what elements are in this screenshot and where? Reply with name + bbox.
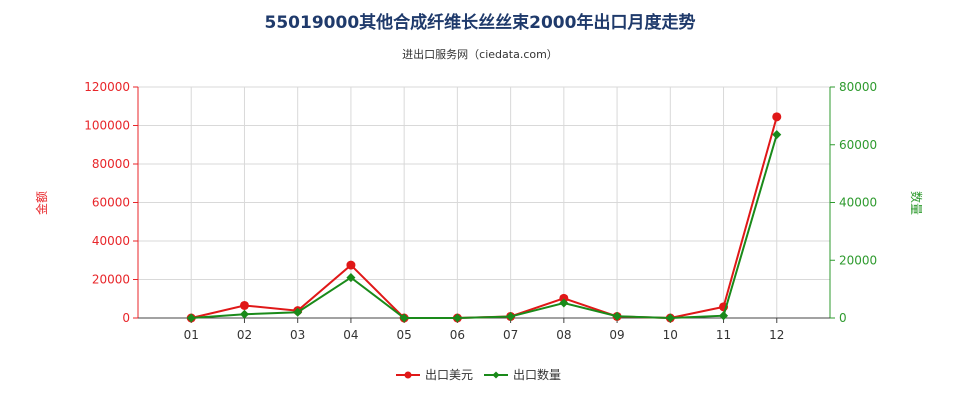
x-tick-label: 10 [663, 328, 678, 342]
left-y-ticks: 0 20000 40000 60000 80000 100000 120000 [84, 80, 138, 325]
left-tick-label: 60000 [92, 196, 130, 210]
left-tick-label: 100000 [84, 119, 130, 133]
series-point-2 [239, 309, 249, 319]
series-line-1 [191, 116, 778, 320]
chart-title: 55019000其他合成纤维长丝丝束2000年出口月度走势 [265, 12, 696, 33]
right-tick-label: 80000 [839, 80, 877, 94]
right-tick-label: 0 [839, 311, 847, 325]
left-tick-label: 40000 [92, 234, 130, 248]
chart-subtitle: 进出口服务网（ciedata.com） [402, 47, 558, 61]
series-point-2 [559, 298, 569, 308]
x-tick-label: 06 [450, 328, 465, 342]
legend-label-1: 出口美元 [425, 368, 473, 382]
series-point-2 [506, 312, 516, 322]
x-tick-label: 11 [716, 328, 731, 342]
right-tick-label: 40000 [839, 196, 877, 210]
right-y-ticks: 0 20000 40000 60000 80000 [830, 80, 877, 325]
right-axis-label: 数量 [909, 191, 924, 215]
x-tick-label: 04 [343, 328, 358, 342]
x-tick-label: 05 [397, 328, 412, 342]
series-point-1 [772, 112, 782, 122]
left-tick-label: 20000 [92, 273, 130, 287]
left-tick-label: 80000 [92, 157, 130, 171]
series-point-2 [612, 311, 622, 321]
series-point-2 [719, 311, 729, 321]
x-tick-label: 01 [184, 328, 199, 342]
legend-marker-2 [492, 371, 500, 379]
series-point-1 [559, 293, 569, 303]
left-tick-label: 0 [122, 311, 130, 325]
x-tick-label: 07 [503, 328, 518, 342]
series-line-2 [191, 134, 778, 320]
x-ticks: 01 02 03 04 05 06 07 08 09 10 11 12 [184, 318, 784, 342]
series-point-2 [186, 313, 196, 323]
x-tick-label: 12 [769, 328, 784, 342]
x-tick-label: 03 [290, 328, 305, 342]
legend-marker-1 [404, 371, 412, 379]
series-point-1 [346, 260, 356, 270]
legend-label-2: 出口数量 [513, 367, 561, 382]
series-point-1 [239, 300, 249, 310]
right-tick-label: 60000 [839, 138, 877, 152]
left-tick-label: 120000 [84, 80, 130, 94]
series-group [186, 112, 782, 323]
grid-lines [138, 86, 830, 319]
x-tick-label: 09 [609, 328, 624, 342]
x-tick-label: 02 [237, 328, 252, 342]
left-axis-label: 金额 [34, 191, 49, 215]
legend[interactable]: 出口美元 出口数量 [396, 367, 561, 382]
x-tick-label: 08 [556, 328, 571, 342]
right-tick-label: 20000 [839, 253, 877, 267]
